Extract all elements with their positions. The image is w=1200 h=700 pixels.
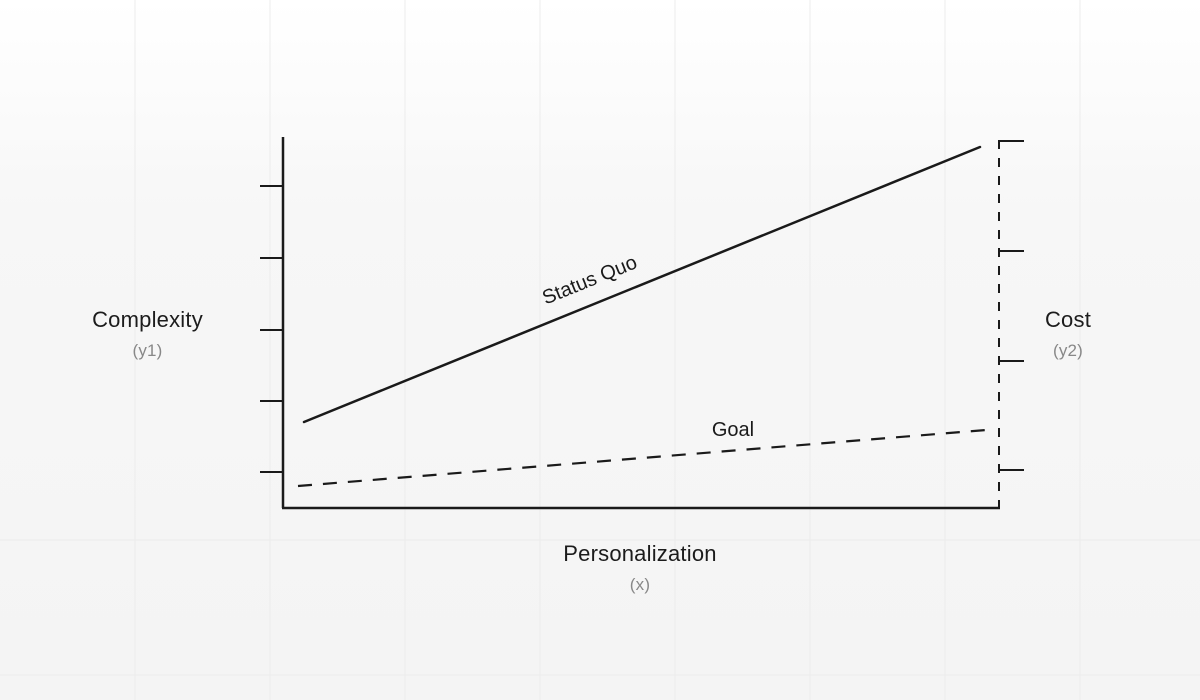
y2-axis-sublabel: (y2) (1052, 341, 1084, 360)
y2-axis-label: Cost (1044, 307, 1092, 332)
y1-axis-title: Complexity (y1) (60, 307, 235, 361)
status-quo-line (302, 145, 982, 424)
y1-axis-sublabel: (y1) (132, 341, 163, 360)
y1-axis-ticks (260, 185, 283, 473)
goal-label: Goal (712, 419, 754, 441)
goal-line (297, 428, 987, 488)
x-axis-title: Personalization (x) (520, 541, 760, 595)
status-quo-label: Status Quo (539, 251, 640, 309)
y2-axis-ticks (999, 140, 1024, 471)
y2-axis-title: Cost (y2) (1020, 307, 1116, 361)
y1-axis-label: Complexity (92, 307, 203, 332)
x-axis-label: Personalization (563, 541, 717, 566)
x-axis-sublabel: (x) (629, 575, 651, 594)
